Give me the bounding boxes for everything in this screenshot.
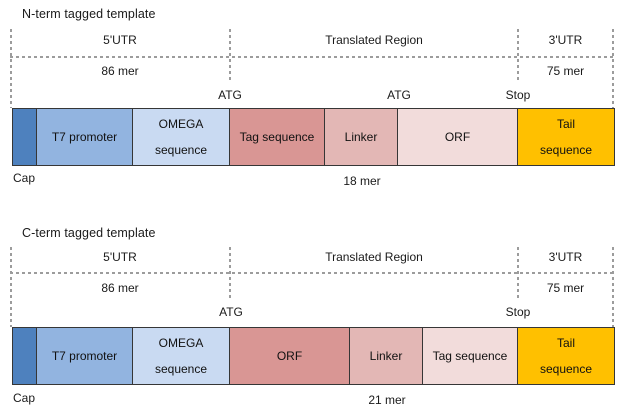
- segment-orf: ORF: [230, 327, 350, 385]
- segment-t7-promoter: T7 promoter: [37, 108, 133, 166]
- marker-atg: ATG: [219, 305, 243, 319]
- dashed-vline-right-edge: [612, 29, 614, 108]
- segment-linker: Linker: [325, 108, 398, 166]
- linker-length-label: 18 mer: [343, 174, 381, 188]
- segment-label: T7 promoter: [51, 130, 118, 144]
- marker-atg-1: ATG: [218, 88, 242, 102]
- segment-tag-sequence: Tag sequence: [423, 327, 518, 385]
- region-label-5utr: 5'UTR: [103, 33, 137, 47]
- dashed-hline-divider: [10, 272, 613, 274]
- template-title: C-term tagged template: [22, 226, 156, 240]
- segment-linker: Linker: [350, 327, 423, 385]
- segment-label: OMEGA sequence: [154, 117, 208, 157]
- segment-label: Linker: [369, 349, 403, 363]
- dashed-hline-divider: [10, 56, 613, 58]
- region-label-3utr: 3'UTR: [548, 33, 583, 47]
- cap-label: Cap: [13, 171, 36, 185]
- dashed-vline-left-edge: [10, 29, 12, 108]
- linker-length-label: 21 mer: [368, 393, 406, 407]
- cap-label: Cap: [13, 391, 36, 405]
- segment-label: OMEGA sequence: [154, 336, 208, 376]
- length-label-5utr: 86 mer: [101, 281, 139, 295]
- construct-bar: T7 promoter OMEGA sequence Tag sequence …: [12, 108, 615, 166]
- region-label-5utr: 5'UTR: [103, 250, 137, 264]
- segment-label: T7 promoter: [51, 349, 118, 363]
- dashed-vline-right-edge: [612, 247, 614, 327]
- region-label-3utr: 3'UTR: [548, 250, 583, 264]
- length-label-3utr: 75 mer: [546, 64, 585, 78]
- segment-omega-sequence: OMEGA sequence: [133, 108, 230, 166]
- region-label-translated: Translated Region: [325, 33, 423, 47]
- marker-stop: Stop: [505, 305, 531, 319]
- construct-bar: T7 promoter OMEGA sequence ORF Linker Ta…: [12, 327, 615, 385]
- length-label-5utr: 86 mer: [101, 64, 139, 78]
- region-label-translated: Translated Region: [325, 250, 423, 264]
- segment-label: ORF: [276, 349, 303, 363]
- segment-orf: ORF: [398, 108, 518, 166]
- segment-label: Tag sequence: [239, 130, 315, 144]
- template-title: N-term tagged template: [22, 7, 156, 21]
- segment-label: Linker: [344, 130, 378, 144]
- segment-omega-sequence: OMEGA sequence: [133, 327, 230, 385]
- segment-label: Tail sequence: [539, 336, 593, 376]
- segment-tail-sequence: Tail sequence: [518, 108, 615, 166]
- marker-atg-2: ATG: [387, 88, 411, 102]
- segment-cap: [12, 327, 37, 385]
- segment-tail-sequence: Tail sequence: [518, 327, 615, 385]
- marker-stop: Stop: [505, 88, 531, 102]
- segment-t7-promoter: T7 promoter: [37, 327, 133, 385]
- segment-tag-sequence: Tag sequence: [230, 108, 325, 166]
- segment-cap: [12, 108, 37, 166]
- segment-label: Tag sequence: [432, 349, 508, 363]
- dashed-vline-utr5-end: [229, 29, 231, 80]
- length-label-3utr: 75 mer: [546, 281, 585, 295]
- segment-label: Tail sequence: [539, 117, 593, 157]
- segment-label: ORF: [444, 130, 471, 144]
- dashed-vline-left-edge: [10, 247, 12, 327]
- dashed-vline-translated-end: [517, 29, 519, 80]
